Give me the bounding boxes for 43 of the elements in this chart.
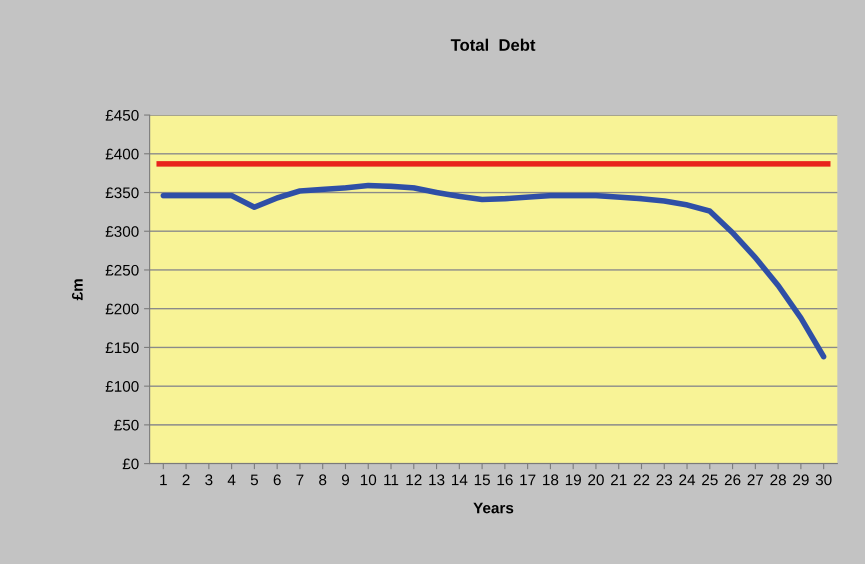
y-axis-title: £m [72, 279, 83, 300]
x-tick-label: 30 [816, 474, 832, 486]
y-tick-label: £250 [106, 264, 139, 276]
x-tick-label: 8 [319, 474, 326, 486]
x-tick-label: 2 [182, 474, 190, 486]
x-tick-label: 25 [702, 474, 718, 486]
x-tick-label: 11 [384, 474, 398, 486]
y-tick-label: £400 [106, 148, 139, 160]
x-tick-label: 7 [296, 474, 304, 486]
x-tick-label: 28 [770, 474, 786, 486]
y-tick-label: £150 [106, 342, 139, 354]
x-tick-label: 20 [588, 474, 604, 486]
x-tick-label: 10 [360, 474, 376, 486]
y-tick-label: £350 [106, 187, 139, 198]
x-tick-label: 29 [793, 474, 809, 486]
x-tick-label: 14 [452, 474, 468, 486]
y-tick-label: £450 [106, 110, 139, 121]
x-tick-label: 12 [406, 474, 422, 486]
y-tick-label: £50 [114, 420, 139, 431]
x-tick-label: 16 [498, 474, 513, 486]
x-tick-label: 21 [610, 474, 626, 486]
x-tick-label: 17 [520, 474, 536, 486]
x-tick-label: 15 [474, 474, 490, 486]
x-tick-label: 19 [566, 474, 581, 486]
x-tick-label: 6 [274, 474, 281, 486]
x-tick-label: 22 [634, 474, 650, 486]
x-tick-label: 18 [543, 474, 558, 486]
chart-title: Total Debt [450, 38, 536, 51]
y-tick-label: £200 [106, 304, 139, 314]
x-tick-label: 4 [228, 474, 236, 486]
x-tick-label: 1 [160, 474, 167, 486]
x-tick-label: 5 [250, 474, 258, 486]
y-tick-label: £0 [122, 458, 139, 470]
x-tick-label: 3 [205, 474, 212, 486]
y-tick-label: £100 [106, 381, 139, 392]
x-tick-label: 24 [679, 474, 696, 486]
x-tick-label: 27 [748, 474, 764, 486]
x-tick-label: 13 [429, 474, 444, 486]
x-axis-title: Years [473, 502, 514, 514]
y-tick-label: £300 [106, 226, 139, 237]
x-tick-label: 9 [342, 474, 349, 486]
x-tick-label: 26 [724, 474, 740, 486]
x-tick-label: 23 [656, 474, 672, 486]
